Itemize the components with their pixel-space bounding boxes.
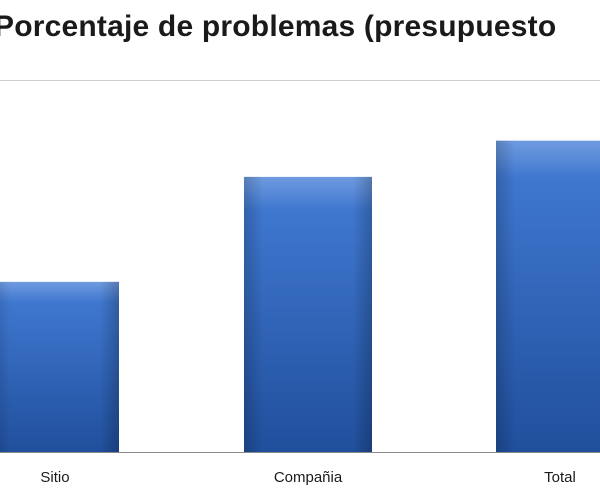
bar-sitio [0, 281, 119, 452]
x-tick-label: Compañia [274, 469, 343, 486]
x-tick-label: Total [544, 469, 576, 486]
x-tick-label: Sitio [40, 469, 69, 486]
chart-title: Porcentaje de problemas (presupuesto [0, 10, 557, 43]
title-divider [0, 80, 600, 81]
bar-compania [244, 176, 372, 452]
bar-total [496, 140, 600, 452]
